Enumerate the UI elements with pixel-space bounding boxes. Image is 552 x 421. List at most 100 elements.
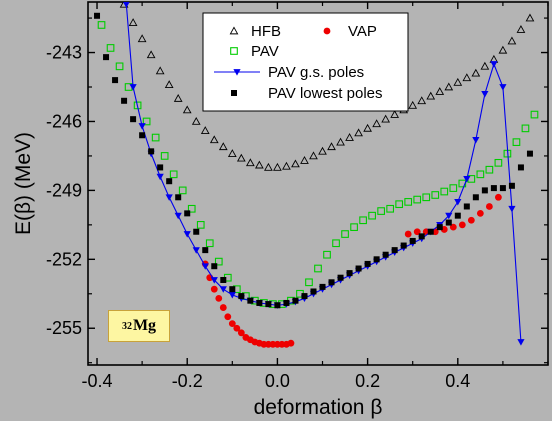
legend-entry: PAV	[230, 43, 279, 60]
data-point	[157, 164, 164, 171]
data-point	[408, 100, 418, 109]
data-point	[395, 200, 404, 209]
y-axis-title: E(β) (MeV)	[12, 132, 35, 235]
data-point	[350, 223, 358, 232]
data-point	[112, 77, 119, 84]
data-point	[458, 179, 467, 188]
element-symbol: Mg	[132, 317, 157, 334]
data-point	[409, 237, 416, 244]
legend-label: HFB	[251, 23, 281, 40]
data-point	[192, 247, 200, 254]
data-point	[137, 34, 147, 43]
data-point	[413, 195, 422, 204]
data-point	[236, 153, 246, 162]
data-point	[449, 184, 458, 192]
data-point	[454, 198, 462, 206]
data-point	[422, 193, 431, 202]
legend-marker	[230, 47, 238, 55]
data-point	[507, 36, 517, 45]
legend-marker	[323, 27, 331, 35]
data-point	[265, 301, 272, 308]
data-point	[499, 185, 506, 192]
data-point	[291, 159, 300, 168]
data-point	[247, 297, 254, 304]
data-point	[218, 142, 228, 151]
data-point	[233, 324, 241, 332]
data-point	[287, 339, 295, 347]
x-tick-label: -0.2	[172, 371, 203, 391]
data-point	[445, 212, 453, 220]
data-point	[332, 239, 340, 248]
data-point	[169, 170, 178, 179]
data-point	[256, 299, 263, 306]
plot-frame	[87, 1, 549, 366]
data-point	[227, 149, 237, 157]
data-point	[229, 286, 236, 293]
data-point	[191, 116, 201, 125]
y-tick-label: -246	[46, 111, 82, 131]
legend-marker	[233, 69, 241, 76]
data-point	[481, 91, 489, 98]
data-point	[494, 158, 503, 167]
legend-entry: PAV lowest poles	[231, 85, 383, 102]
data-point	[309, 151, 318, 160]
data-point	[426, 91, 436, 100]
legend-label: PAV lowest poles	[268, 85, 383, 102]
data-point	[516, 25, 526, 33]
data-point	[273, 162, 282, 171]
x-axis-title: deformation β	[254, 396, 383, 419]
data-point	[458, 221, 466, 229]
data-point	[354, 128, 363, 137]
data-point	[193, 228, 200, 235]
data-point	[301, 293, 308, 300]
data-point	[103, 54, 110, 61]
data-point	[377, 207, 385, 215]
data-point	[314, 264, 322, 273]
data-point	[463, 176, 471, 183]
data-point	[274, 302, 281, 309]
data-point	[215, 294, 223, 302]
y-tick-label: -252	[46, 249, 82, 269]
data-point	[138, 123, 146, 130]
data-point	[494, 193, 502, 201]
data-point	[508, 182, 515, 189]
data-point	[210, 285, 218, 293]
data-point	[139, 132, 146, 139]
data-point	[444, 82, 454, 91]
data-point	[164, 80, 174, 89]
data-point	[182, 105, 192, 114]
data-point	[219, 286, 227, 293]
data-point	[151, 133, 160, 142]
data-point	[283, 299, 290, 306]
data-point	[148, 148, 155, 155]
data-point	[178, 186, 187, 195]
data-point	[427, 228, 434, 235]
data-point	[220, 276, 227, 283]
legend-box	[202, 12, 409, 112]
data-point	[431, 191, 440, 199]
data-point	[346, 270, 353, 277]
data-point	[508, 205, 516, 213]
legend-marker	[229, 26, 239, 35]
data-point	[418, 233, 425, 240]
data-point	[319, 283, 326, 290]
data-point	[417, 96, 427, 105]
data-point	[121, 97, 128, 104]
legend-entry: PAV g.s. poles	[214, 64, 364, 81]
data-point	[336, 137, 345, 146]
data-point	[345, 133, 354, 141]
data-point	[323, 250, 331, 259]
data-point	[224, 313, 232, 321]
data-point	[368, 211, 376, 220]
data-point	[146, 50, 156, 59]
nucleus-label: 32 Mg	[108, 310, 170, 342]
data-point	[525, 13, 535, 22]
data-point	[129, 84, 137, 91]
data-point	[209, 135, 219, 144]
data-point	[228, 292, 236, 299]
data-point	[165, 194, 173, 201]
data-point	[245, 158, 255, 167]
legend-label: PAV g.s. poles	[268, 64, 364, 81]
legend: HFB VAP PAV PAV g.s. poles PAV lowest poles	[202, 12, 409, 112]
